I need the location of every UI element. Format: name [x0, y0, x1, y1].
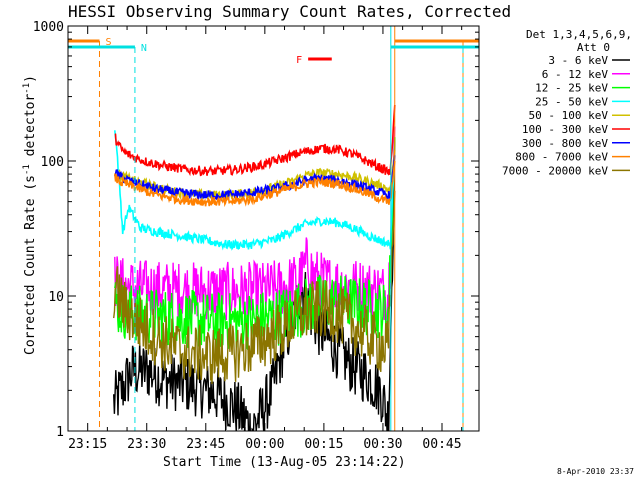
series-layer	[113, 104, 396, 431]
flag-label-N: N	[141, 43, 147, 54]
legend-label: 25 - 50 keV	[535, 95, 608, 108]
legend-label: 6 - 12 keV	[542, 68, 609, 81]
legend-label: 100 - 300 keV	[522, 123, 608, 136]
y-axis-title: Corrected Count Rate (s-1 detector-1)	[22, 75, 38, 355]
legend-label: 50 - 100 keV	[529, 109, 609, 122]
series-line-0	[113, 137, 396, 431]
legend-label: 800 - 7000 keV	[515, 151, 608, 164]
legend-label: 12 - 25 keV	[535, 82, 608, 95]
flag-label-F: F	[296, 55, 302, 66]
plot-frame	[67, 25, 480, 432]
series-line-3	[114, 130, 396, 251]
flag-label-S: S	[105, 37, 111, 48]
chart-title: HESSI Observing Summary Count Rates, Cor…	[68, 2, 511, 21]
x-axis: 23:15 23:30 23:45 00:00 00:15 00:30 00:45	[68, 26, 463, 452]
y-tick-label: 1000	[33, 20, 64, 35]
series-line-7	[114, 160, 396, 208]
x-tick-label: 00:45	[422, 437, 461, 452]
x-tick-label: 23:30	[127, 437, 166, 452]
y-axis: 1 10 100 1000	[33, 20, 479, 440]
x-tick-label: 00:15	[304, 437, 343, 452]
legend-label: 7000 - 20000 keV	[502, 164, 608, 177]
x-tick-label: 23:45	[186, 437, 225, 452]
series-line-6	[114, 155, 396, 203]
series-line-5	[114, 104, 396, 177]
y-tick-label: 10	[48, 290, 64, 305]
legend-label: 3 - 6 keV	[548, 54, 608, 67]
footer-timestamp: 8-Apr-2010 23:37	[557, 467, 634, 476]
series-line-8	[113, 190, 396, 384]
legend-header: Det 1,3,4,5,6,9,	[526, 28, 632, 41]
legend-subheader: Att 0	[577, 41, 610, 54]
legend-label: 300 - 800 keV	[522, 137, 608, 150]
x-tick-label: 00:30	[363, 437, 402, 452]
y-tick-label: 100	[41, 155, 64, 170]
series-line-1	[114, 126, 396, 322]
x-tick-label: 23:15	[68, 437, 107, 452]
x-tick-label: 00:00	[245, 437, 284, 452]
x-axis-title: Start Time (13-Aug-05 23:14:22)	[163, 455, 406, 470]
flag-layer: S N F	[68, 26, 479, 431]
y-tick-label: 1	[56, 425, 64, 440]
